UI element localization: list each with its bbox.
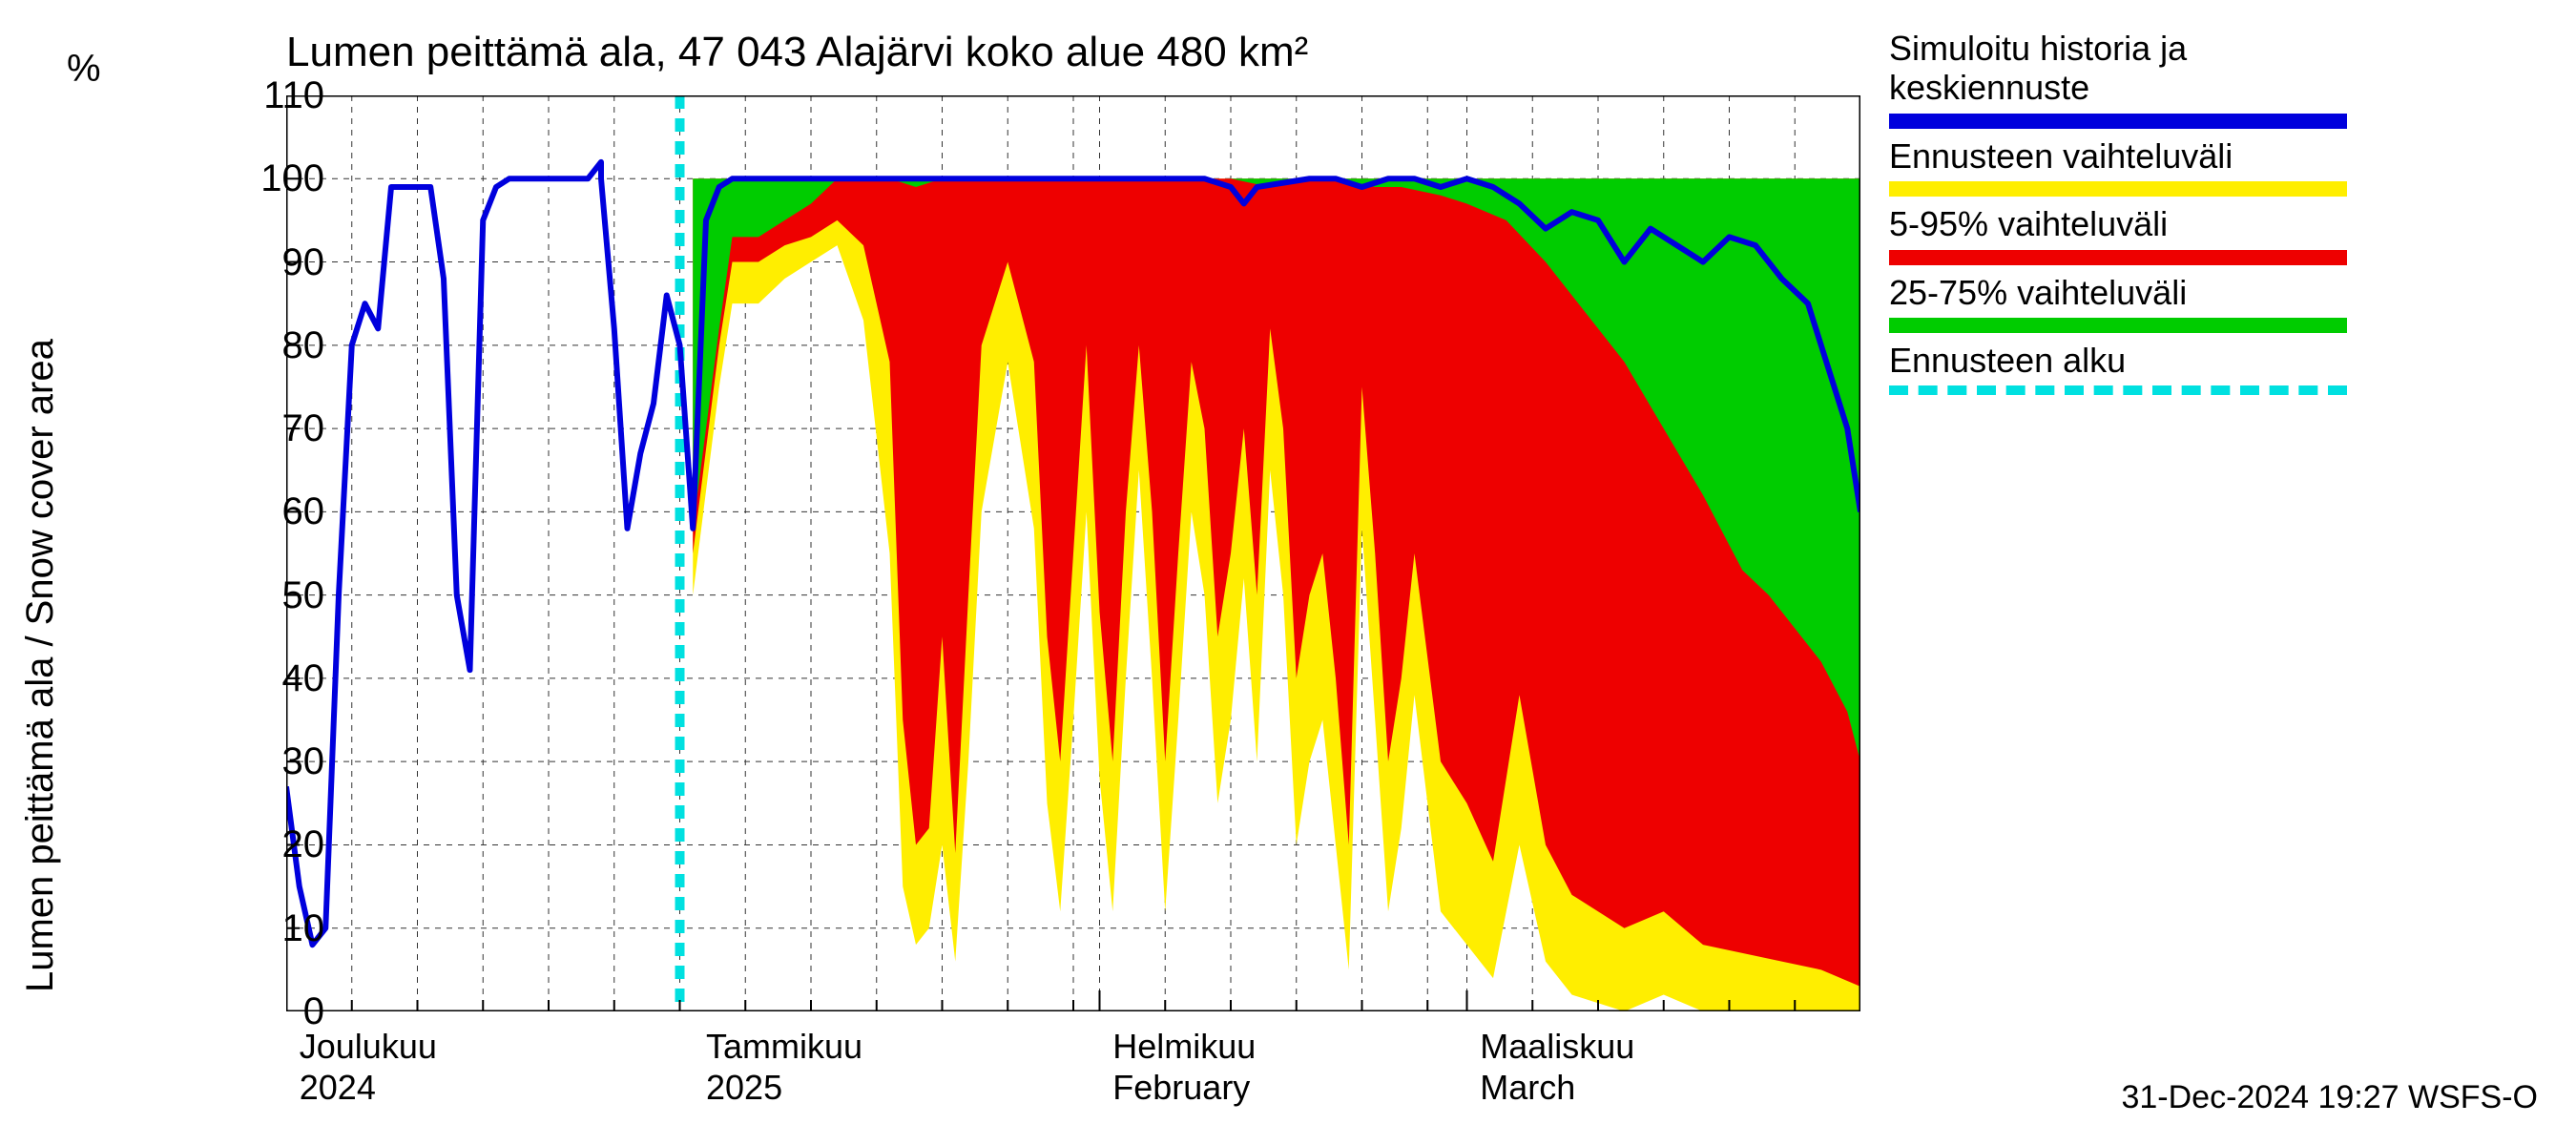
chart-container: Lumen peittämä ala, 47 043 Alajärvi koko… [0,0,2576,1145]
legend-entry: Ennusteen alku [1889,341,2557,395]
legend-label: 25-75% vaihteluväli [1889,273,2347,312]
legend-swatch [1889,250,2347,265]
y-tick: 30 [191,740,324,783]
y-tick: 90 [191,241,324,284]
y-tick: 20 [191,823,324,866]
y-tick: 60 [191,490,324,533]
y-tick: 40 [191,657,324,700]
legend-label: Simuloitu historia ja keskiennuste [1889,29,2347,108]
y-tick: 100 [191,157,324,200]
chart-title: Lumen peittämä ala, 47 043 Alajärvi koko… [286,29,1308,76]
legend-entry: 25-75% vaihteluväli [1889,273,2557,333]
legend-swatch [1889,114,2347,129]
y-axis-label: Lumen peittämä ala / Snow cover area [19,339,62,992]
footer-timestamp: 31-Dec-2024 19:27 WSFS-O [2121,1079,2538,1116]
legend-label: 5-95% vaihteluväli [1889,204,2347,243]
legend-entry: 5-95% vaihteluväli [1889,204,2557,264]
y-unit: % [67,48,101,91]
x-tick: MaaliskuuMarch [1480,1026,1634,1108]
y-tick: 70 [191,407,324,450]
legend-swatch [1889,181,2347,197]
y-tick: 50 [191,574,324,617]
y-tick: 10 [191,907,324,950]
x-tick: Tammikuu2025 [706,1026,862,1108]
legend-label: Ennusteen vaihteluväli [1889,136,2347,176]
legend: Simuloitu historia ja keskiennuste Ennust… [1889,29,2557,403]
legend-swatch [1889,318,2347,333]
y-tick: 110 [191,74,324,117]
legend-entry: Simuloitu historia ja keskiennuste [1889,29,2557,129]
legend-swatch [1889,385,2347,395]
x-tick: HelmikuuFebruary [1112,1026,1256,1108]
x-tick: Joulukuu2024 [300,1026,437,1108]
legend-entry: Ennusteen vaihteluväli [1889,136,2557,197]
y-tick: 80 [191,324,324,367]
chart-plot [286,95,1860,1011]
legend-label: Ennusteen alku [1889,341,2347,380]
